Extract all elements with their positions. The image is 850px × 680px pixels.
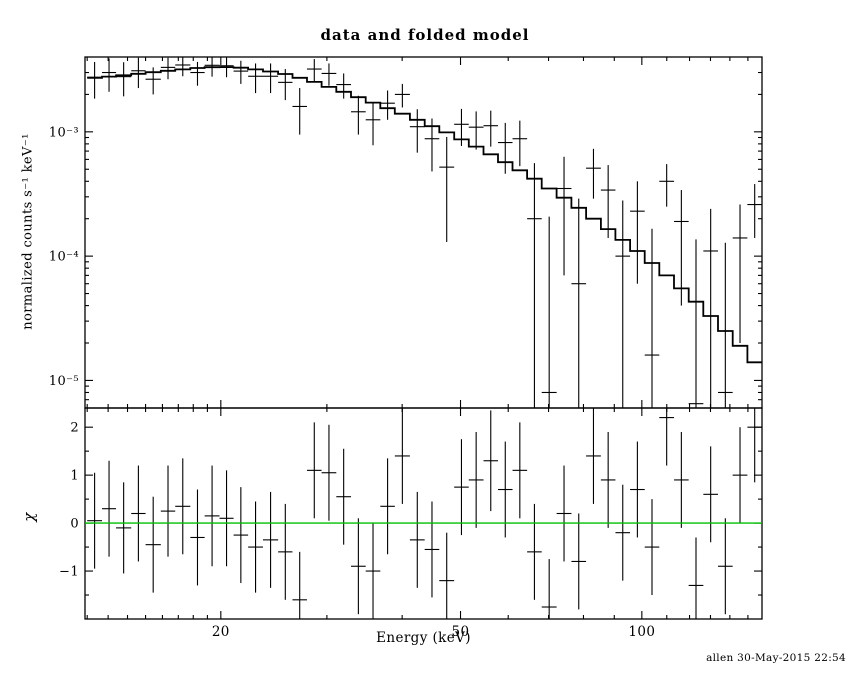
x-tick-label: 100 [628,624,655,640]
panel-frame [84,56,763,409]
spectrum-panel [84,56,763,409]
y-axis-label-chi: χ [20,512,38,522]
y-tick-label: 1 [70,469,79,484]
y-tick-label: 10⁻³ [49,125,79,140]
x-tick-label: 20 [212,624,230,640]
y-tick-label: −1 [59,565,79,580]
y-axis-label-counts: normalized counts s⁻¹ keV⁻¹ [20,133,36,330]
y-tick-label: 10⁻⁵ [49,374,79,389]
x-tick-label: 50 [452,624,470,640]
chart-title: data and folded model [320,26,530,44]
y-tick-label: 10⁻⁴ [49,250,79,265]
y-tick-label: 0 [70,517,79,532]
model-step-line [87,66,762,364]
residual-panel [84,407,763,620]
y-tick-label: 2 [70,421,79,436]
x-axis-label: Energy (keV) [376,630,471,646]
panel-frame [84,407,763,620]
timestamp-signature: allen 30-May-2015 22:54 [706,652,846,664]
